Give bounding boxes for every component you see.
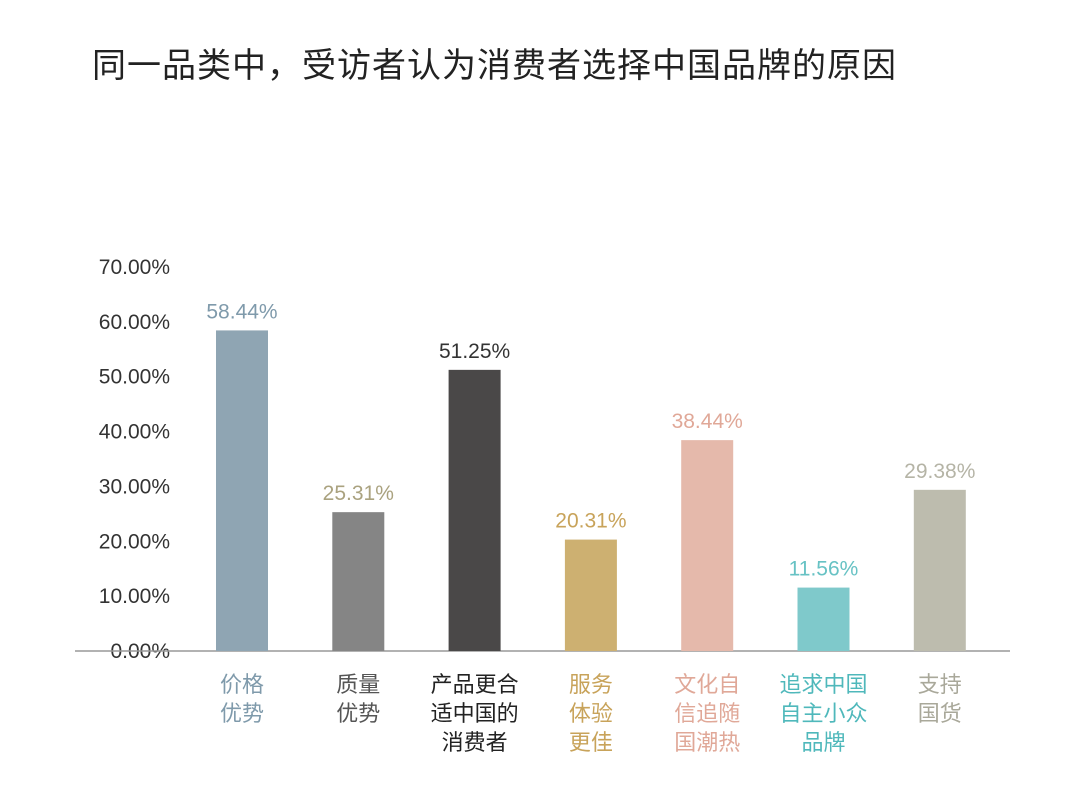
y-tick-label: 30.00% bbox=[99, 475, 170, 498]
x-tick-label: 追求中国 bbox=[779, 673, 867, 698]
x-tick-label: 质量 bbox=[336, 673, 380, 698]
x-tick-label: 体验 bbox=[569, 702, 613, 727]
bar bbox=[913, 489, 966, 651]
bar bbox=[564, 539, 617, 651]
data-label: 25.31% bbox=[323, 482, 394, 505]
bar bbox=[448, 369, 501, 651]
x-tick-label: 消费者 bbox=[442, 731, 508, 756]
y-tick-label: 50.00% bbox=[99, 366, 170, 389]
y-tick-label: 20.00% bbox=[99, 530, 170, 553]
bar bbox=[216, 330, 268, 651]
x-tick-label: 适中国的 bbox=[431, 702, 519, 727]
x-tick-label: 价格 bbox=[220, 673, 264, 698]
x-tick-label: 国潮热 bbox=[674, 731, 740, 756]
bar bbox=[332, 512, 385, 651]
chart-title: 同一品类中，受访者认为消费者选择中国品牌的原因 bbox=[92, 46, 897, 86]
data-label: 58.44% bbox=[206, 300, 277, 323]
bar bbox=[797, 587, 850, 651]
x-tick-label: 更佳 bbox=[569, 731, 613, 756]
x-tick-label: 品牌 bbox=[801, 731, 845, 756]
x-tick-label: 优势 bbox=[336, 702, 380, 727]
x-tick-label: 产品更合 bbox=[431, 673, 519, 698]
data-label: 29.38% bbox=[904, 460, 975, 483]
x-tick-label: 文化自 bbox=[674, 673, 740, 698]
data-label: 20.31% bbox=[555, 510, 626, 533]
y-tick-label: 40.00% bbox=[99, 421, 170, 444]
y-tick-label: 70.00% bbox=[99, 256, 170, 279]
x-tick-label: 自主小众 bbox=[779, 702, 867, 727]
x-tick-label: 支持 bbox=[918, 673, 962, 698]
data-label: 11.56% bbox=[789, 558, 859, 581]
x-tick-label: 服务 bbox=[569, 673, 613, 698]
x-tick-label: 国货 bbox=[918, 702, 962, 727]
x-tick-label: 优势 bbox=[220, 702, 264, 727]
x-tick-label: 信追随 bbox=[674, 702, 740, 727]
bar bbox=[681, 440, 734, 651]
value-labels: 58.44% 25.31% 51.25% 20.31% 38.44% 11.56% 29.3… bbox=[206, 300, 975, 580]
data-label: 51.25% bbox=[439, 340, 510, 363]
y-tick-label: 60.00% bbox=[99, 311, 170, 334]
bars bbox=[216, 330, 966, 651]
y-tick-label: 10.00% bbox=[99, 585, 170, 608]
data-label: 38.44% bbox=[672, 410, 743, 433]
y-axis: 0.00%10.00%20.00%30.00%40.00%50.00%60.00… bbox=[99, 256, 170, 663]
